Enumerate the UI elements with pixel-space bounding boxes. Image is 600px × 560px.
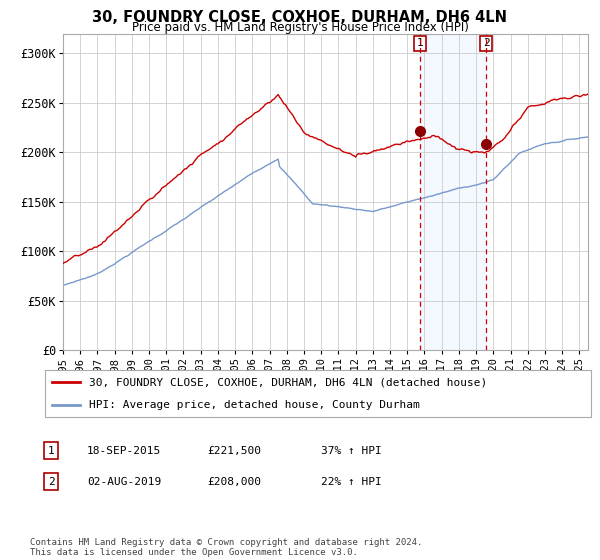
Text: 37% ↑ HPI: 37% ↑ HPI (321, 446, 382, 456)
Text: 30, FOUNDRY CLOSE, COXHOE, DURHAM, DH6 4LN (detached house): 30, FOUNDRY CLOSE, COXHOE, DURHAM, DH6 4… (89, 377, 487, 388)
Bar (419, 34, 486, 350)
Text: Contains HM Land Registry data © Crown copyright and database right 2024.
This d: Contains HM Land Registry data © Crown c… (30, 538, 422, 557)
Text: 18-SEP-2015: 18-SEP-2015 (87, 446, 161, 456)
Text: 22% ↑ HPI: 22% ↑ HPI (321, 477, 382, 487)
Text: Price paid vs. HM Land Registry's House Price Index (HPI): Price paid vs. HM Land Registry's House … (131, 21, 469, 34)
Text: 02-AUG-2019: 02-AUG-2019 (87, 477, 161, 487)
Text: 1: 1 (416, 38, 423, 48)
Text: 1: 1 (47, 446, 55, 456)
Text: £208,000: £208,000 (207, 477, 261, 487)
Text: £221,500: £221,500 (207, 446, 261, 456)
Text: 30, FOUNDRY CLOSE, COXHOE, DURHAM, DH6 4LN: 30, FOUNDRY CLOSE, COXHOE, DURHAM, DH6 4… (92, 10, 508, 25)
Text: 2: 2 (47, 477, 55, 487)
Text: HPI: Average price, detached house, County Durham: HPI: Average price, detached house, Coun… (89, 400, 419, 410)
Text: 2: 2 (483, 38, 490, 48)
